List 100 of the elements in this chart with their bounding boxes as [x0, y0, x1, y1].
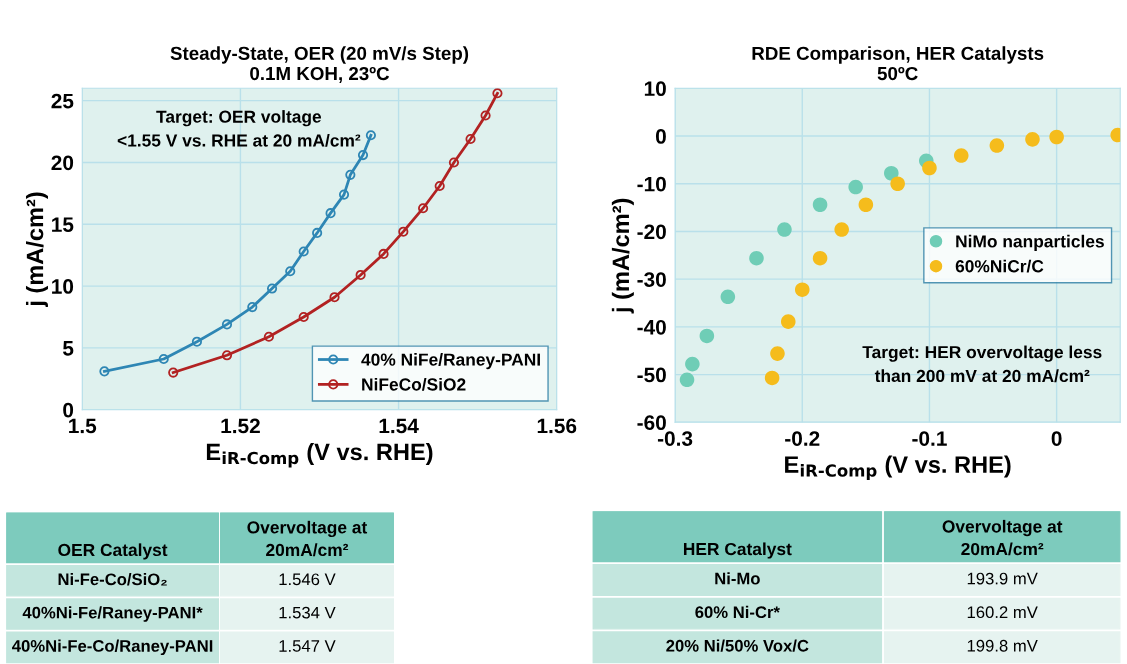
point	[749, 250, 764, 266]
point	[158, 353, 169, 365]
text: 160.2 mV	[967, 606, 1038, 619]
x-axis-title: E$_{iR‐Comp}$ (V vs. RHE)	[206, 443, 433, 468]
legend-label: 60%NiCr/C	[955, 259, 1044, 273]
y-tick-label: 0	[63, 402, 74, 418]
point	[191, 336, 203, 347]
category-label: Overvoltage at 20mA/cm²	[247, 520, 368, 557]
point	[355, 269, 366, 281]
point	[685, 356, 700, 372]
y-tick-label: 10	[52, 279, 74, 294]
point	[247, 302, 258, 313]
text: 40%Ni-Fe-Co/Raney-PANI	[12, 639, 213, 656]
point	[398, 226, 409, 237]
x-tick-label: 1.5	[69, 418, 97, 434]
y-tick-label: -40	[637, 319, 666, 335]
category-label: HER Catalyst	[683, 542, 792, 559]
point	[492, 88, 503, 99]
y-axis-title: j (mA/cm²)	[25, 192, 48, 308]
point	[770, 346, 785, 361]
point	[1025, 132, 1040, 147]
point	[312, 227, 323, 239]
x-tick-label: -0.2	[785, 431, 820, 446]
point	[890, 176, 905, 192]
x-tick-label: 1.54	[379, 418, 419, 434]
y-tick-label: 20	[51, 155, 74, 171]
text: 20% Ni/50% Vox/C	[666, 639, 809, 652]
point	[812, 250, 828, 266]
point	[345, 169, 356, 180]
y-tick-label: -10	[637, 176, 666, 192]
point	[263, 331, 274, 342]
text: 60% Ni-Cr*	[695, 605, 780, 619]
chart-title: Steady-State, OER (20 mV/s Step) 0.1M KOH, 23ºC	[170, 46, 469, 83]
text: 40%Ni-Fe/Raney-PANI*	[22, 606, 203, 622]
point	[221, 350, 233, 361]
point	[285, 266, 296, 277]
point	[448, 157, 460, 168]
text: 1.547 V	[279, 640, 336, 652]
point	[266, 283, 278, 294]
point	[329, 292, 340, 303]
text: Ni-Fe-Co/SiO₂	[58, 572, 167, 586]
y-tick-label: 5	[62, 341, 74, 356]
point	[699, 328, 715, 344]
point	[221, 319, 233, 330]
point	[989, 138, 1005, 153]
point	[812, 197, 828, 213]
x-tick-label: 1.52	[221, 418, 260, 434]
category-label: Overvoltage at 20mA/cm²	[942, 519, 1063, 556]
annotation: Target: OER voltage <1.55 V vs. RHE at 20 mA/cm²	[117, 110, 361, 147]
point	[720, 289, 736, 305]
point	[168, 367, 179, 378]
y-tick-label: 15	[52, 217, 74, 233]
annotation: Target: HER overvoltage less than 200 mV at 20 mA/cm²	[862, 345, 1102, 383]
x-tick-label: -0.3	[657, 431, 693, 446]
legend-label: NiMo nanparticles	[956, 234, 1104, 251]
x-tick-label: 1.56	[537, 418, 577, 434]
point	[378, 248, 389, 260]
legend-label: NiFeCo/SiO2	[362, 377, 466, 391]
y-axis-title: j (mA/cm²)	[611, 198, 634, 314]
point	[298, 311, 309, 323]
y-tick-label: -30	[637, 272, 666, 287]
point	[764, 370, 780, 386]
text: 193.9 mV	[967, 572, 1038, 585]
legend-label: 40% NiFe/Raney-PANI	[361, 353, 540, 370]
point	[357, 149, 369, 161]
point	[365, 130, 376, 141]
point	[338, 189, 350, 200]
y-tick-label: 10	[644, 81, 666, 97]
point	[434, 180, 445, 192]
point	[777, 222, 792, 237]
text: 1.534 V	[279, 606, 336, 619]
x-tick-label: 0	[1051, 431, 1062, 446]
point	[922, 160, 937, 176]
x-tick-label: -0.1	[912, 431, 947, 446]
point	[884, 165, 899, 181]
point	[679, 372, 695, 388]
point	[418, 203, 429, 214]
point	[858, 197, 874, 213]
x-axis-title: E$_{iR‐Comp}$ (V vs. RHE)	[785, 455, 1011, 481]
point	[99, 366, 110, 377]
text: 199.8 mV	[967, 639, 1038, 652]
point	[794, 282, 810, 297]
y-tick-label: -60	[637, 415, 666, 431]
y-tick-label: 0	[655, 129, 666, 144]
text: Ni-Mo	[715, 572, 760, 585]
point	[834, 222, 849, 237]
point	[1049, 129, 1064, 145]
point	[480, 110, 491, 121]
category-label: OER Catalyst	[58, 543, 168, 560]
point	[848, 179, 863, 195]
point	[465, 133, 476, 145]
y-tick-label: -50	[637, 367, 666, 383]
point	[325, 208, 336, 219]
text: 1.546 V	[279, 573, 336, 586]
y-tick-label: -20	[637, 224, 666, 240]
point	[780, 314, 796, 329]
point	[953, 148, 969, 163]
chart-title: RDE Comparison, HER Catalysts 50ºC	[752, 46, 1044, 81]
y-tick-label: 25	[51, 93, 74, 109]
point	[298, 246, 309, 257]
